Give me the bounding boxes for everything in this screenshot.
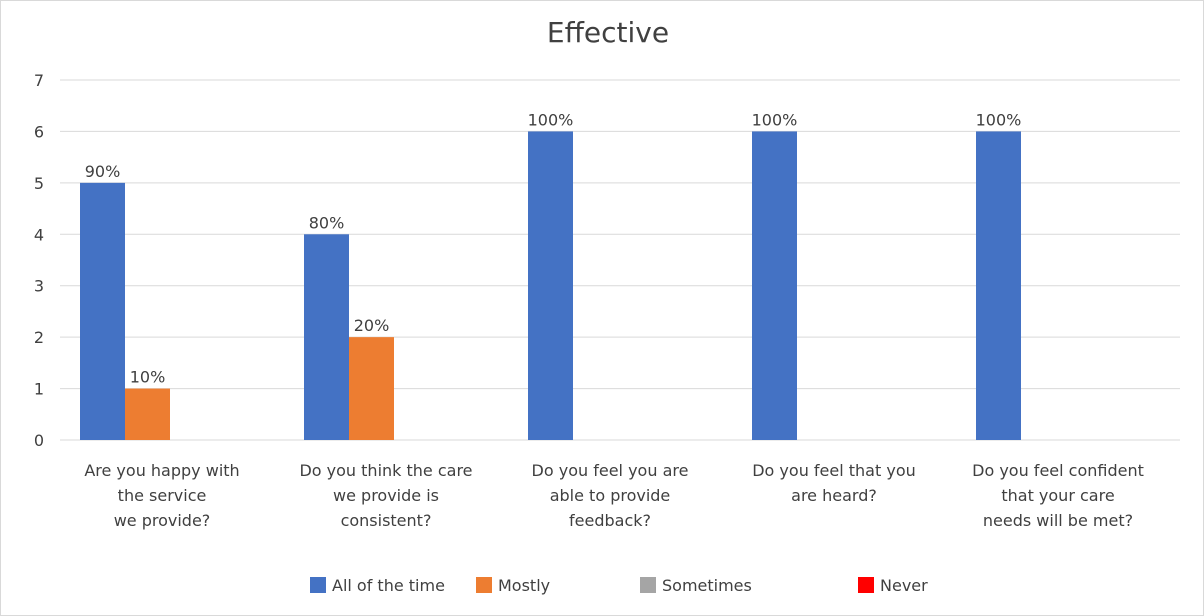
category-label: Are you happy with xyxy=(84,461,239,480)
bar xyxy=(976,131,1021,440)
bars xyxy=(80,131,1021,440)
category-label: Do you feel that you xyxy=(752,461,916,480)
y-tick-label: 0 xyxy=(34,431,44,450)
bar xyxy=(125,388,170,440)
y-tick-label: 7 xyxy=(34,71,44,90)
legend: All of the time Mostly Sometimes Never xyxy=(310,576,928,595)
legend-swatch xyxy=(476,577,492,593)
data-labels: 90% 10% 80% 20% 100% 100% 100% xyxy=(85,110,1022,386)
category-label: we provide is xyxy=(333,486,439,505)
bar xyxy=(528,131,573,440)
bar xyxy=(752,131,797,440)
legend-swatch xyxy=(640,577,656,593)
y-axis-ticks: 0 1 2 3 4 5 6 7 xyxy=(34,71,44,450)
category-label: Do you feel confident xyxy=(972,461,1144,480)
y-tick-label: 1 xyxy=(34,380,44,399)
data-label: 20% xyxy=(354,316,390,335)
category-label: needs will be met? xyxy=(983,511,1133,530)
y-tick-label: 6 xyxy=(34,122,44,141)
category-label: that your care xyxy=(1001,486,1114,505)
bar xyxy=(349,337,394,440)
category-label: consistent? xyxy=(341,511,432,530)
legend-label: Sometimes xyxy=(662,576,752,595)
category-label: Do you feel you are xyxy=(532,461,689,480)
bar xyxy=(80,182,125,440)
data-label: 10% xyxy=(130,368,166,387)
legend-label: All of the time xyxy=(332,576,445,595)
y-tick-label: 4 xyxy=(34,225,44,244)
category-label: able to provide xyxy=(550,486,671,505)
data-label: 80% xyxy=(309,213,345,232)
data-label: 100% xyxy=(528,110,574,129)
data-label: 100% xyxy=(976,110,1022,129)
y-tick-label: 3 xyxy=(34,277,44,296)
category-labels: Are you happy with the service we provide?… xyxy=(84,461,1144,530)
data-label: 100% xyxy=(752,110,798,129)
data-label: 90% xyxy=(85,162,121,181)
chart-title: Effective xyxy=(547,16,669,49)
legend-label: Never xyxy=(880,576,928,595)
category-label: the service xyxy=(118,486,207,505)
category-label: are heard? xyxy=(791,486,877,505)
legend-swatch xyxy=(310,577,326,593)
y-tick-label: 2 xyxy=(34,328,44,347)
category-label: Do you think the care xyxy=(299,461,472,480)
y-tick-label: 5 xyxy=(34,174,44,193)
bar xyxy=(304,234,349,440)
legend-label: Mostly xyxy=(498,576,550,595)
category-label: we provide? xyxy=(114,511,211,530)
category-label: feedback? xyxy=(569,511,651,530)
legend-swatch xyxy=(858,577,874,593)
